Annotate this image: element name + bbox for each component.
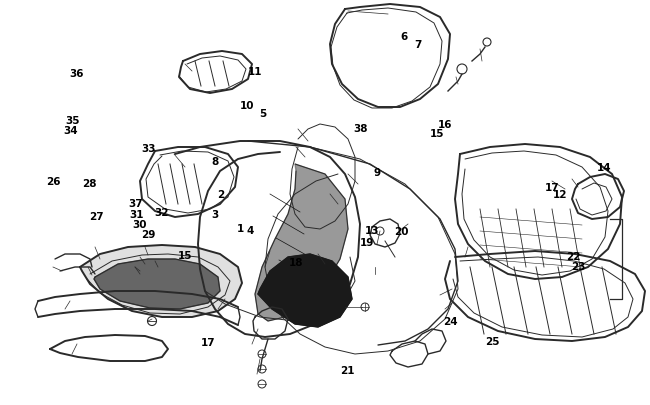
Text: 22: 22 [566,251,580,261]
Text: 10: 10 [240,101,254,111]
Text: 36: 36 [70,69,84,79]
Text: 18: 18 [289,258,303,267]
Text: 15: 15 [177,250,192,260]
Text: 20: 20 [395,227,409,237]
Text: 3: 3 [211,210,218,220]
Text: 13: 13 [365,226,379,236]
Text: 27: 27 [89,212,103,222]
Text: 5: 5 [259,109,267,118]
Text: 4: 4 [246,226,254,236]
Text: 37: 37 [128,198,142,208]
Text: 16: 16 [438,120,452,130]
Polygon shape [255,164,348,321]
Text: 29: 29 [141,229,155,239]
Polygon shape [80,245,242,317]
Text: 12: 12 [553,190,567,199]
Text: 33: 33 [141,144,155,154]
Text: 35: 35 [66,116,80,126]
Text: 14: 14 [597,163,612,173]
Text: 25: 25 [486,336,500,346]
Text: 23: 23 [571,262,586,271]
Text: 34: 34 [63,126,77,135]
Text: 7: 7 [414,40,422,50]
Text: 24: 24 [443,316,458,326]
Text: 21: 21 [341,366,355,375]
Text: 1: 1 [237,224,244,234]
Text: 2: 2 [217,190,225,199]
Text: 8: 8 [211,156,218,166]
Text: 9: 9 [374,167,380,177]
Text: 6: 6 [400,32,408,42]
Text: 38: 38 [354,124,368,134]
Text: 26: 26 [46,177,60,186]
Text: 17: 17 [201,337,215,347]
Text: 28: 28 [83,178,97,188]
Text: 32: 32 [154,208,168,217]
Text: 31: 31 [129,210,144,220]
Polygon shape [94,259,220,309]
Text: 17: 17 [545,182,560,192]
Text: 11: 11 [248,67,263,77]
Text: 30: 30 [133,220,147,230]
Text: 15: 15 [430,129,444,139]
Polygon shape [258,254,352,327]
Text: 19: 19 [360,237,374,247]
